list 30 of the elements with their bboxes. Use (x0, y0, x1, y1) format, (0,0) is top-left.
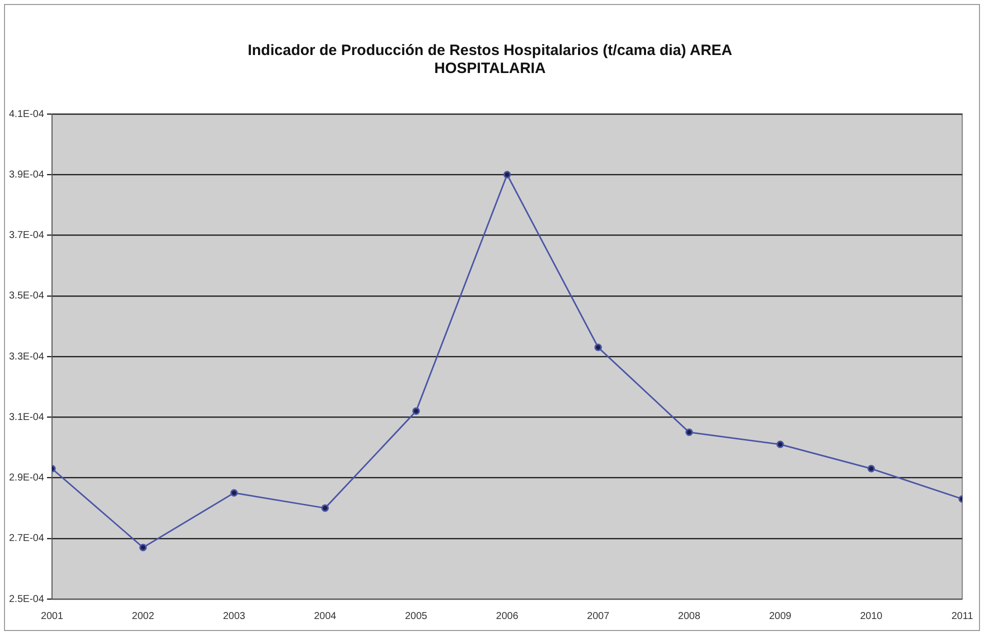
x-tick-label: 2003 (222, 610, 246, 622)
point (230, 489, 238, 497)
x-tick-label: 2009 (769, 610, 792, 622)
point (685, 428, 693, 436)
y-tick-label: 3.3E-04 (8, 351, 44, 362)
x-tick-label: 2008 (678, 610, 701, 622)
x-tick-label: 2006 (496, 610, 519, 622)
x-tick-label: 2001 (40, 610, 64, 622)
x-tick-label: 2004 (314, 610, 337, 622)
x-tick-label: 2002 (132, 610, 155, 622)
point (412, 407, 420, 415)
y-tick-label: 2.5E-04 (8, 594, 44, 605)
point (503, 170, 511, 178)
point (776, 440, 784, 448)
x-tick-label: 2005 (404, 610, 428, 622)
y-tick-label: 4.1E-04 (8, 108, 44, 120)
x-tick-label: 2011 (951, 610, 974, 622)
chart-title: Indicador de Producción de Restos Hospitalarios (t/cama dia) AREA HOSPITALARIA (246, 42, 734, 78)
y-tick-label: 3.1E-04 (8, 412, 44, 423)
point (594, 344, 602, 352)
y-tick-label: 2.9E-04 (8, 472, 44, 484)
y-tick-label: 2.7E-04 (8, 533, 44, 544)
x-tick-label: 2007 (587, 610, 610, 622)
point (867, 464, 875, 472)
y-tick-label: 3.7E-04 (8, 230, 44, 241)
y-tick-label: 3.9E-04 (8, 169, 44, 180)
point (321, 504, 329, 512)
y-tick-label: 3.5E-04 (8, 290, 44, 302)
point (139, 544, 147, 552)
x-tick-label: 2010 (860, 610, 883, 622)
